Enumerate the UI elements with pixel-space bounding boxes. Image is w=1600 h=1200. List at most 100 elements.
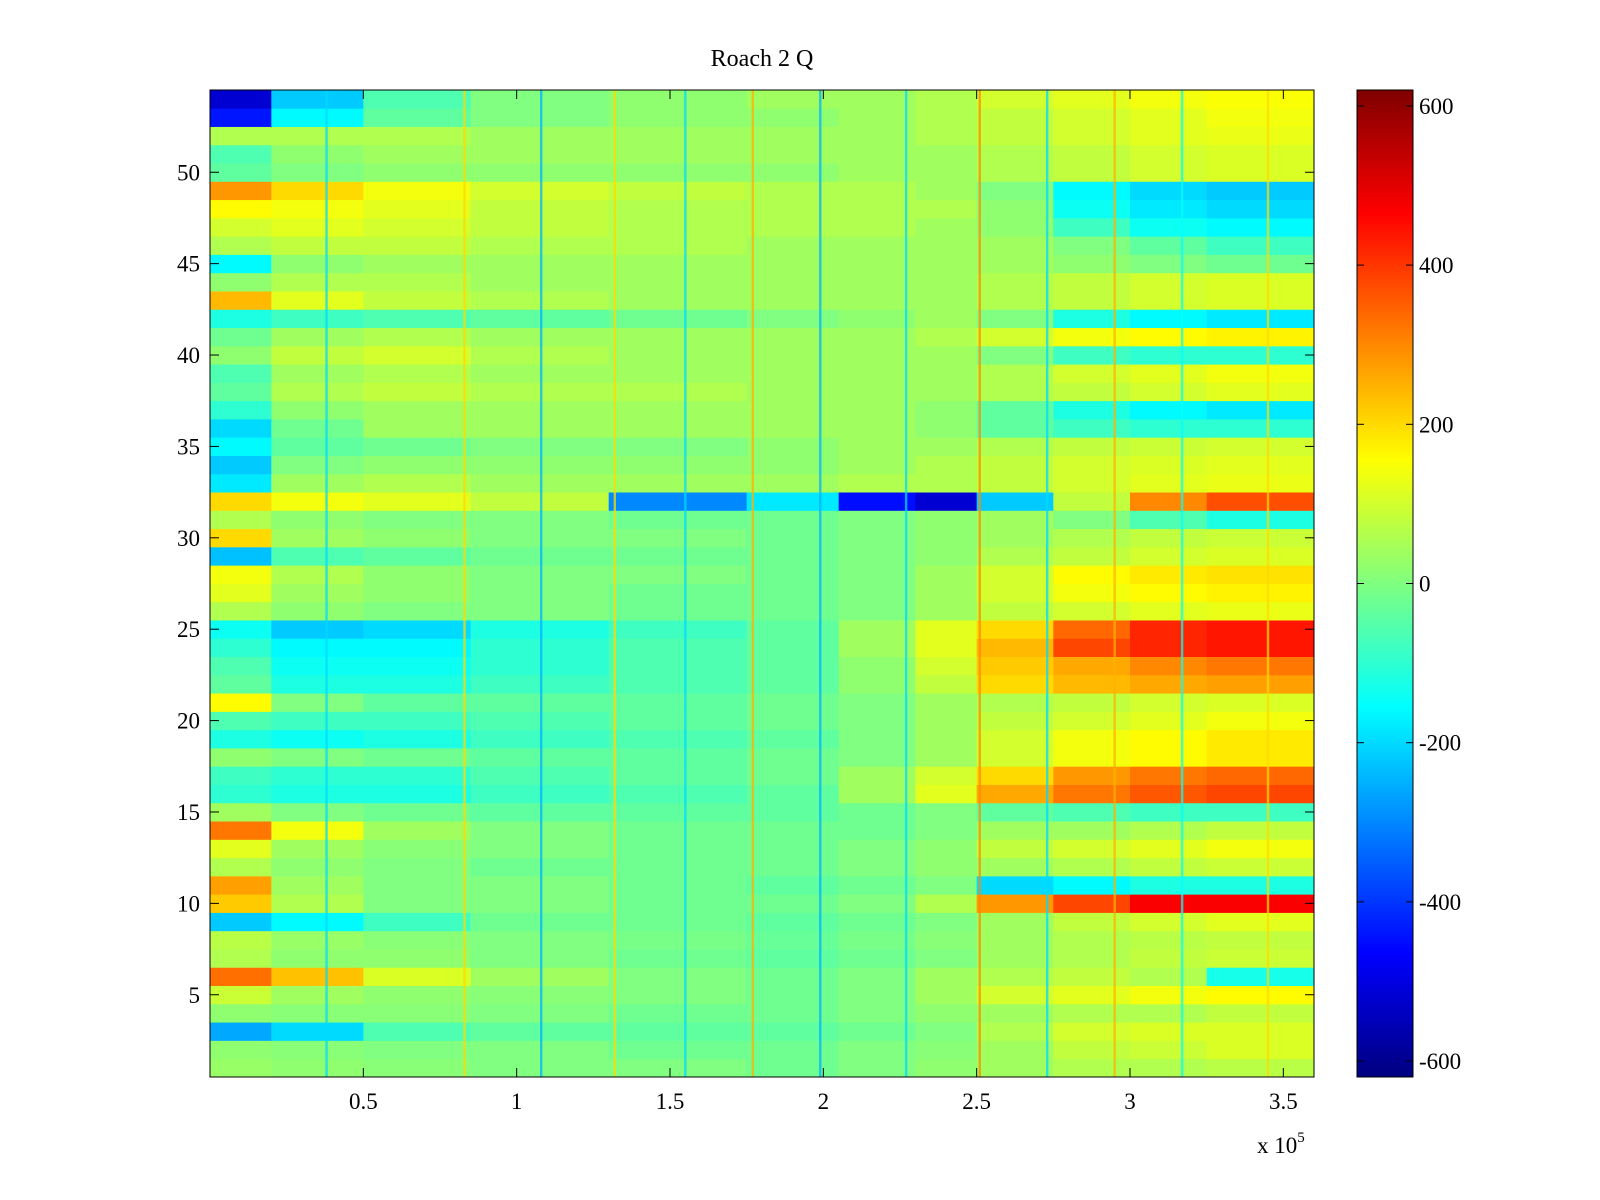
heatmap-cell (1053, 126, 1131, 146)
heatmap-cell (1053, 949, 1131, 968)
heatmap-cell (976, 894, 1054, 913)
heatmap-cell (363, 583, 472, 603)
heatmap-cell (1053, 985, 1131, 1005)
heatmap-cell (1206, 638, 1314, 658)
heatmap-cell (210, 254, 272, 274)
heatmap-cell (915, 620, 978, 639)
heatmap-cell (210, 857, 272, 877)
heatmap-cells (210, 90, 1314, 1077)
heatmap-cell (976, 766, 1054, 785)
heatmap-cell (1053, 930, 1131, 950)
heatmap-cell (1130, 748, 1208, 767)
heatmap-cell (1130, 90, 1208, 109)
heatmap-cell (1130, 839, 1208, 859)
heatmap-cell (746, 181, 840, 201)
heatmap-cell (838, 674, 916, 694)
heatmap-cell (1130, 894, 1208, 913)
heatmap-cell (271, 510, 364, 530)
heatmap-cell (915, 912, 978, 932)
heatmap-cell (271, 254, 364, 274)
heatmap-cell (608, 90, 748, 109)
heatmap-cell (746, 930, 840, 950)
heatmap-cell (210, 546, 272, 566)
heatmap-cell (210, 802, 272, 822)
heatmap-row-33 (210, 473, 1314, 493)
heatmap-cell (470, 912, 610, 932)
heatmap-cell (1130, 144, 1208, 164)
heatmap-row-1 (210, 1058, 1314, 1077)
heatmap-cell (915, 583, 978, 603)
heatmap-cell (915, 1022, 978, 1041)
heatmap-cell (363, 364, 472, 383)
heatmap-cell (608, 912, 748, 932)
heatmap-cell (363, 1040, 472, 1060)
heatmap-cell (1053, 455, 1131, 475)
heatmap-row-25 (210, 620, 1314, 639)
plot-frame (209, 89, 1315, 1078)
vertical-streak (1046, 90, 1049, 1077)
heatmap-cell (838, 839, 916, 859)
heatmap-cell (271, 967, 364, 987)
heatmap-cell (976, 419, 1054, 438)
heatmap-cell (838, 912, 916, 932)
heatmap-cell (1206, 291, 1314, 310)
heatmap-cell (470, 181, 610, 201)
heatmap-cell (271, 364, 364, 383)
heatmap-cell (1130, 766, 1208, 785)
heatmap-cell (363, 821, 472, 840)
heatmap-cell (470, 1040, 610, 1060)
heatmap-cell (976, 711, 1054, 731)
heatmap-cell (746, 565, 840, 584)
heatmap-cell (838, 291, 916, 310)
heatmap-cell (363, 437, 472, 456)
heatmap-cell (1130, 1058, 1208, 1077)
heatmap-cell (608, 163, 748, 182)
heatmap-cell (976, 528, 1054, 548)
heatmap-cell (363, 1022, 472, 1041)
heatmap-cell (1206, 1022, 1314, 1041)
x-tick-label: 1 (511, 1089, 523, 1114)
heatmap-cell (746, 546, 840, 566)
heatmap-cell (838, 693, 916, 712)
heatmap-cell (608, 748, 748, 767)
heatmap-cell (271, 839, 364, 859)
heatmap-cell (1130, 492, 1208, 511)
heatmap-cell (1130, 327, 1208, 347)
heatmap-cell (1206, 930, 1314, 950)
heatmap-cell (470, 400, 610, 420)
heatmap-cell (210, 510, 272, 530)
heatmap-cell (608, 729, 748, 749)
heatmap-cell (838, 930, 916, 950)
heatmap-cell (363, 473, 472, 493)
y-tick-label: 25 (177, 617, 200, 642)
heatmap-cell (608, 930, 748, 950)
heatmap-cell (1053, 291, 1131, 310)
heatmap-cell (915, 875, 978, 895)
heatmap-cell (470, 236, 610, 255)
heatmap-cell (915, 382, 978, 402)
heatmap-cell (1053, 784, 1131, 804)
heatmap-cell (915, 492, 978, 511)
heatmap-cell (1130, 455, 1208, 475)
heatmap-row-45 (210, 254, 1314, 274)
heatmap-row-35 (210, 437, 1314, 456)
heatmap-row-28 (210, 565, 1314, 584)
heatmap-cell (976, 217, 1054, 237)
heatmap-cell (210, 949, 272, 968)
heatmap-cell (363, 546, 472, 566)
heatmap-cell (915, 90, 978, 109)
heatmap-cell (363, 601, 472, 621)
heatmap-row-14 (210, 821, 1314, 840)
heatmap-cell (838, 236, 916, 255)
heatmap-cell (1053, 528, 1131, 548)
heatmap-cell (363, 711, 472, 731)
heatmap-cell (976, 1058, 1054, 1077)
heatmap-cell (210, 565, 272, 584)
heatmap-cell (1053, 400, 1131, 420)
heatmap-cell (210, 126, 272, 146)
heatmap-cell (915, 985, 978, 1005)
heatmap-cell (608, 583, 748, 603)
x-multiplier: x 105 (1257, 1130, 1305, 1158)
heatmap-cell (746, 199, 840, 219)
heatmap-cell (1206, 419, 1314, 438)
